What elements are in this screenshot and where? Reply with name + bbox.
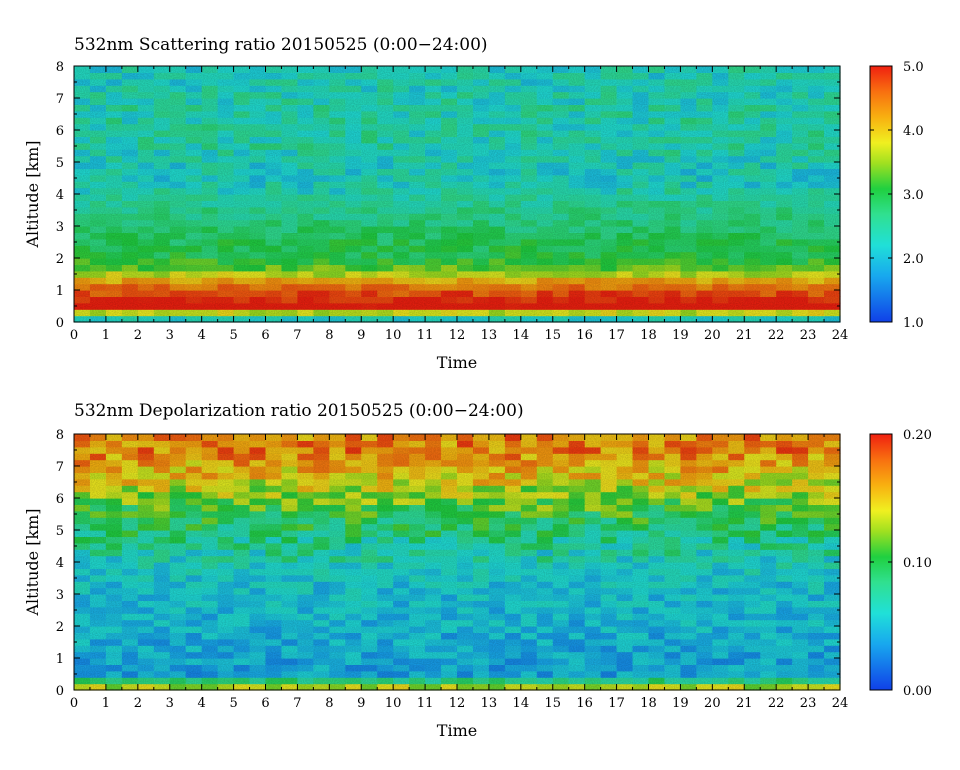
x-tick-label: 0	[70, 696, 78, 711]
x-tick-label: 21	[736, 696, 753, 711]
y-tick-label: 1	[56, 652, 64, 667]
colorbar-tick-label: 5.0	[903, 60, 924, 75]
x-tick-label: 6	[261, 696, 269, 711]
x-tick-label: 13	[481, 328, 498, 343]
x-tick-label: 9	[357, 328, 365, 343]
scattering-heatmap	[74, 66, 841, 323]
depolarization-y-axis-label: Altitude [km]	[23, 508, 42, 616]
colorbar-tick-label: 4.0	[903, 124, 924, 139]
x-tick-label: 1	[102, 696, 110, 711]
x-tick-label: 16	[576, 328, 593, 343]
colorbar-tick-label: 0.00	[903, 684, 932, 699]
depolarization-title: 532nm Depolarization ratio 20150525 (0:0…	[74, 401, 524, 421]
x-tick-label: 10	[385, 328, 402, 343]
x-tick-label: 24	[832, 696, 849, 711]
x-tick-label: 14	[513, 696, 530, 711]
heatmap-grain	[74, 66, 840, 322]
scattering-panel: 532nm Scattering ratio 20150525 (0:00−24…	[23, 35, 924, 372]
depolarization-colorbar: 0.00 0.10 0.20	[869, 428, 932, 699]
x-tick-label: 4	[198, 328, 206, 343]
depolarization-x-tick-labels: 0 1 2 3 4 5 6 7 8 9 10 11 12 13 14 15 16 17 18 19 20 21 22 23 24	[70, 696, 848, 711]
colorbar-tick-label: 0.10	[903, 556, 932, 571]
x-tick-label: 12	[449, 328, 466, 343]
x-tick-label: 1	[102, 328, 110, 343]
x-tick-label: 24	[832, 328, 849, 343]
depolarization-heatmap	[74, 434, 841, 691]
x-tick-label: 19	[672, 328, 689, 343]
x-tick-label: 18	[640, 696, 657, 711]
y-tick-label: 4	[56, 188, 64, 203]
y-tick-label: 5	[56, 524, 64, 539]
y-tick-label: 6	[56, 492, 64, 507]
y-tick-label: 8	[56, 60, 64, 75]
x-tick-label: 19	[672, 696, 689, 711]
y-tick-label: 2	[56, 620, 64, 635]
x-tick-label: 6	[261, 328, 269, 343]
y-tick-label: 8	[56, 428, 64, 443]
x-tick-label: 3	[166, 328, 174, 343]
scattering-y-axis-label: Altitude [km]	[23, 140, 42, 248]
x-tick-label: 23	[800, 696, 817, 711]
x-tick-label: 7	[293, 696, 301, 711]
x-tick-label: 22	[768, 696, 785, 711]
y-tick-label: 7	[56, 460, 64, 475]
scattering-y-tick-labels: 0 1 2 3 4 5 6 7 8	[56, 60, 64, 331]
x-tick-label: 11	[417, 696, 434, 711]
x-tick-label: 10	[385, 696, 402, 711]
x-tick-label: 20	[704, 696, 721, 711]
colorbar-tick-label: 1.0	[903, 316, 924, 331]
y-tick-label: 2	[56, 252, 64, 267]
scattering-colorbar: 1.0 2.0 3.0 4.0 5.0	[869, 60, 924, 331]
scattering-title: 532nm Scattering ratio 20150525 (0:00−24…	[74, 35, 488, 55]
x-tick-label: 20	[704, 328, 721, 343]
x-tick-label: 14	[513, 328, 530, 343]
x-tick-label: 17	[608, 328, 625, 343]
x-tick-label: 17	[608, 696, 625, 711]
depolarization-x-axis-label: Time	[437, 721, 477, 740]
scattering-axis-ticks	[73, 65, 841, 323]
x-tick-label: 23	[800, 328, 817, 343]
x-tick-label: 0	[70, 328, 78, 343]
x-tick-label: 2	[134, 696, 142, 711]
x-tick-label: 11	[417, 328, 434, 343]
y-tick-label: 6	[56, 124, 64, 139]
y-tick-label: 1	[56, 284, 64, 299]
colorbar-tick-label: 0.20	[903, 428, 932, 443]
colorbar-tick-label: 2.0	[903, 252, 924, 267]
y-tick-label: 5	[56, 156, 64, 171]
colorbar-tick-label: 3.0	[903, 188, 924, 203]
y-tick-label: 3	[56, 588, 64, 603]
x-tick-label: 15	[544, 696, 561, 711]
depolarization-axis-ticks	[73, 433, 841, 691]
y-tick-label: 7	[56, 92, 64, 107]
x-tick-label: 2	[134, 328, 142, 343]
y-tick-label: 0	[56, 684, 64, 699]
heatmap-grain	[74, 434, 840, 690]
scattering-x-tick-labels: 0 1 2 3 4 5 6 7 8 9 10 11 12 13 14 15 16 17 18 19 20 21 22 23 24	[70, 328, 848, 343]
x-tick-label: 18	[640, 328, 657, 343]
x-tick-label: 4	[198, 696, 206, 711]
x-tick-label: 5	[229, 696, 237, 711]
y-tick-label: 4	[56, 556, 64, 571]
x-tick-label: 5	[229, 328, 237, 343]
x-tick-label: 8	[325, 328, 333, 343]
x-tick-label: 12	[449, 696, 466, 711]
scattering-x-axis-label: Time	[437, 353, 477, 372]
x-tick-label: 13	[481, 696, 498, 711]
y-tick-label: 3	[56, 220, 64, 235]
x-tick-label: 9	[357, 696, 365, 711]
y-tick-label: 0	[56, 316, 64, 331]
depolarization-y-tick-labels: 0 1 2 3 4 5 6 7 8	[56, 428, 64, 699]
x-tick-label: 8	[325, 696, 333, 711]
depolarization-panel: 532nm Depolarization ratio 20150525 (0:0…	[23, 401, 932, 740]
x-tick-label: 7	[293, 328, 301, 343]
x-tick-label: 3	[166, 696, 174, 711]
x-tick-label: 21	[736, 328, 753, 343]
x-tick-label: 16	[576, 696, 593, 711]
x-tick-label: 22	[768, 328, 785, 343]
x-tick-label: 15	[544, 328, 561, 343]
